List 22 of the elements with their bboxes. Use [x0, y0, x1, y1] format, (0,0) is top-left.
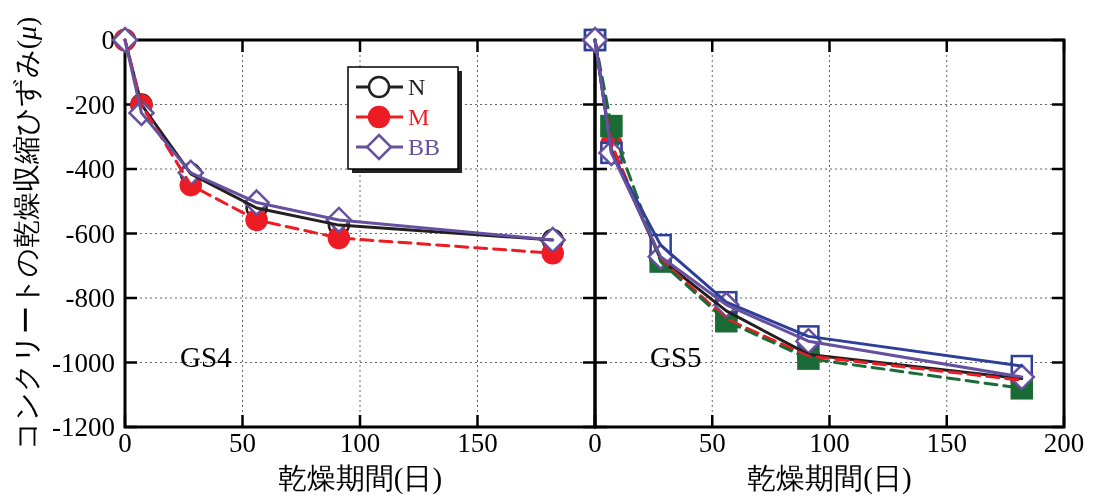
x-tick-label: 100 [809, 428, 850, 458]
legend-label: M [408, 104, 430, 130]
x-tick-label: 0 [588, 428, 602, 458]
x-tick-label: 50 [698, 428, 726, 458]
legend-label: BB [408, 134, 441, 160]
x-axis-title: 乾燥期間(日) [277, 462, 443, 495]
legend-label: N [408, 74, 426, 100]
y-tick-label: -1200 [52, 412, 115, 442]
annotation: GS4 [180, 341, 233, 373]
y-tick-label: -200 [65, 89, 115, 120]
x-tick-label: 150 [457, 428, 498, 458]
x-tick-label: 50 [229, 428, 256, 458]
y-tick-label: -600 [65, 218, 115, 249]
annotation: GS5 [650, 341, 702, 373]
y-tick-label: -1000 [52, 347, 115, 378]
y-axis-title: コンクリートの乾燥収縮ひずみ(μ) [11, 16, 42, 451]
y-tick-label: -800 [65, 283, 115, 313]
x-tick-label: 200 [1043, 428, 1085, 458]
x-axis-title: 乾燥期間(日) [747, 462, 912, 495]
x-tick-label: 150 [926, 428, 967, 458]
x-tick-label: 100 [339, 428, 381, 458]
y-tick-label: -400 [65, 154, 115, 184]
